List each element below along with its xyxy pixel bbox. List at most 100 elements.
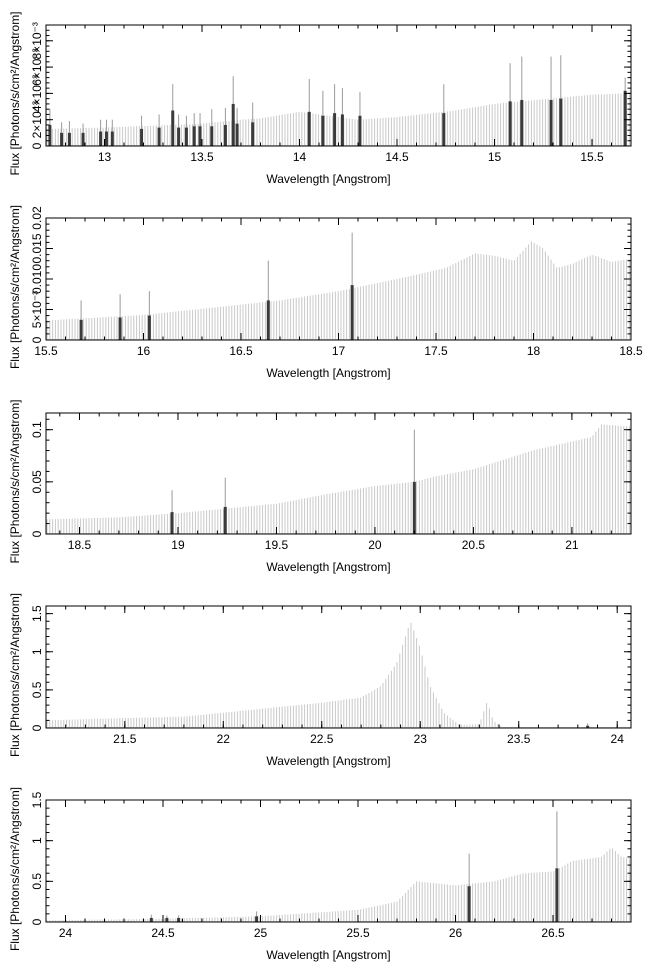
data-bar bbox=[307, 111, 311, 146]
data-bar bbox=[157, 127, 161, 146]
data-bar bbox=[508, 101, 512, 146]
data-bar bbox=[210, 126, 214, 146]
x-tick-label: 13 bbox=[98, 150, 112, 164]
x-axis-label: Wavelength [Angstrom] bbox=[266, 948, 390, 962]
x-tick-label: 20 bbox=[368, 538, 382, 552]
data-bar bbox=[99, 131, 103, 146]
x-tick-label: 15 bbox=[488, 150, 502, 164]
x-tick-label: 24 bbox=[611, 732, 625, 746]
measured-bins bbox=[170, 429, 416, 534]
continuum-bins bbox=[46, 424, 631, 534]
data-bar bbox=[110, 131, 114, 146]
data-bar bbox=[412, 481, 416, 534]
x-tick-label: 26.5 bbox=[541, 926, 565, 940]
data-bar bbox=[442, 113, 446, 146]
y-axis-label: Flux [Photons/s/cm²/Angstrom] bbox=[8, 205, 22, 369]
x-tick-label: 14.5 bbox=[385, 150, 409, 164]
measured-bins bbox=[79, 232, 354, 340]
y-tick-label: 0.5 bbox=[30, 681, 44, 698]
data-bar bbox=[467, 886, 471, 922]
x-tick-label: 18 bbox=[527, 344, 541, 358]
x-axis-label: Wavelength [Angstrom] bbox=[266, 754, 390, 768]
x-tick-label: 21.5 bbox=[113, 732, 137, 746]
y-tick-label: 8×10⁻³ bbox=[30, 22, 44, 59]
x-axis-label: Wavelength [Angstrom] bbox=[266, 172, 390, 186]
continuum-bins bbox=[46, 241, 631, 340]
continuum-bins bbox=[46, 622, 631, 728]
data-bar bbox=[177, 127, 181, 146]
x-tick-label: 15.5 bbox=[580, 150, 604, 164]
data-bar bbox=[170, 512, 174, 534]
y-tick-label: 0 bbox=[30, 918, 44, 925]
data-bar bbox=[321, 115, 325, 146]
x-axis-label: Wavelength [Angstrom] bbox=[266, 560, 390, 574]
data-bar bbox=[81, 132, 85, 146]
measured-bins bbox=[149, 811, 559, 922]
y-tick-label: 0.015 bbox=[30, 233, 44, 263]
data-bar bbox=[198, 126, 202, 146]
data-bar bbox=[118, 317, 122, 340]
x-tick-label: 13.5 bbox=[190, 150, 214, 164]
data-bar bbox=[586, 725, 590, 728]
y-axis-label: Flux [Photons/s/cm²/Angstrom] bbox=[8, 399, 22, 563]
x-tick-label: 24 bbox=[59, 926, 73, 940]
data-bar bbox=[104, 131, 108, 146]
data-bar bbox=[520, 99, 524, 146]
data-bar bbox=[192, 126, 196, 146]
data-bar bbox=[255, 916, 259, 922]
x-tick-label: 15.5 bbox=[34, 344, 58, 358]
data-bar bbox=[340, 114, 344, 146]
y-tick-label: 4×10⁻³ bbox=[30, 75, 44, 112]
x-tick-label: 18.5 bbox=[68, 538, 92, 552]
x-tick-label: 16.5 bbox=[229, 344, 253, 358]
chart-panel-1: 13 13.5 14 14.5 15 15.5 0 2×10⁻³4×10⁻³6×10⁻³8×1… bbox=[8, 11, 632, 186]
x-tick-label: 22.5 bbox=[310, 732, 334, 746]
data-bar bbox=[177, 917, 181, 922]
x-tick-label: 26 bbox=[449, 926, 463, 940]
data-bar bbox=[266, 300, 270, 340]
y-tick-label: 0.010 bbox=[30, 264, 44, 294]
y-tick-label: 0.5 bbox=[30, 873, 44, 890]
y-tick-label: 0 bbox=[30, 142, 44, 149]
data-bar bbox=[48, 124, 52, 146]
y-tick-label: 0 bbox=[30, 724, 44, 731]
y-tick-label: 0.1 bbox=[30, 421, 44, 438]
data-bar bbox=[149, 917, 153, 922]
y-tick-label: 1.5 bbox=[30, 605, 44, 622]
y-axis-label: Flux [Photons/s/cm²/Angstrom] bbox=[8, 593, 22, 757]
data-bar bbox=[171, 110, 175, 146]
continuum-bins bbox=[46, 93, 631, 146]
x-tick-label: 16 bbox=[137, 344, 151, 358]
chart-panel-5: 24 24.5 25 25.5 26 26.5 0 0.5 1 1.5 Wavelength [An… bbox=[8, 787, 632, 962]
x-tick-label: 19 bbox=[171, 538, 185, 552]
data-bar bbox=[147, 315, 151, 340]
data-bar bbox=[67, 132, 71, 146]
data-bar bbox=[549, 99, 553, 146]
y-tick-label: 5×10⁻³ bbox=[30, 291, 44, 328]
data-bar bbox=[79, 319, 83, 340]
x-tick-label: 22 bbox=[217, 732, 231, 746]
y-tick-label: 0 bbox=[30, 530, 44, 537]
continuum-bins bbox=[46, 848, 631, 922]
data-bar bbox=[559, 98, 563, 146]
y-tick-label: 0.02 bbox=[30, 206, 44, 230]
x-tick-label: 23 bbox=[414, 732, 428, 746]
y-tick-label: 6×10⁻³ bbox=[30, 48, 44, 85]
chart-panel-3: 18.5 19 19.5 20 20.5 21 0 0.05 0.1 Wavelength [An… bbox=[8, 399, 632, 574]
data-bar bbox=[165, 917, 169, 922]
x-tick-label: 25 bbox=[254, 926, 268, 940]
x-tick-label: 14 bbox=[293, 150, 307, 164]
y-tick-label: 2×10⁻³ bbox=[30, 101, 44, 138]
data-bar bbox=[251, 122, 255, 146]
data-bar bbox=[184, 127, 188, 146]
y-tick-label: 0.05 bbox=[30, 470, 44, 494]
x-tick-label: 20.5 bbox=[462, 538, 486, 552]
data-bar bbox=[223, 124, 227, 146]
data-bar bbox=[223, 506, 227, 534]
measured-bins bbox=[48, 55, 627, 146]
y-axis-label: Flux [Photons/s/cm²/Angstrom] bbox=[8, 11, 22, 175]
plot-frame bbox=[45, 799, 632, 923]
y-tick-label: 1 bbox=[30, 837, 44, 844]
